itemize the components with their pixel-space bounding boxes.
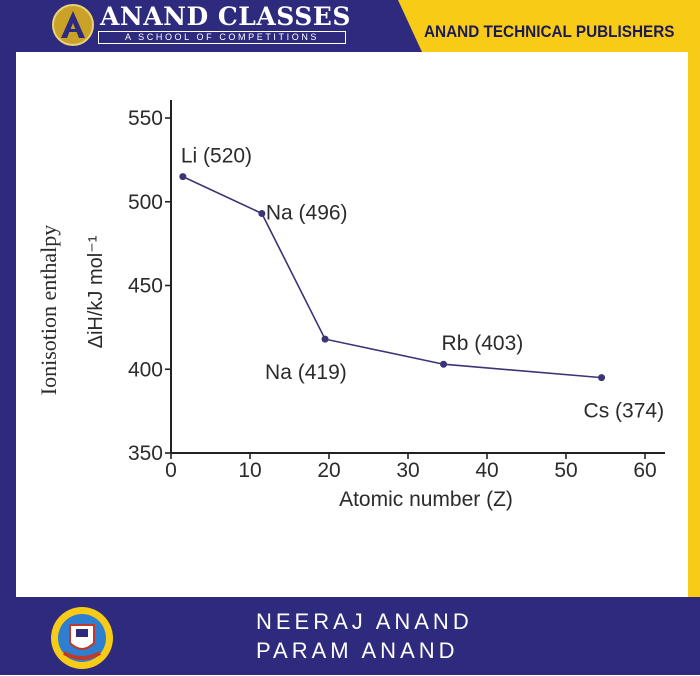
- x-tick-label: 20: [317, 459, 340, 482]
- data-point: [258, 209, 266, 217]
- right-border: [688, 44, 700, 604]
- data-point: [179, 173, 187, 181]
- x-tick-label: 40: [475, 459, 498, 482]
- author-name-2: PARAM ANAND: [256, 638, 459, 663]
- chart-axes: [170, 100, 665, 454]
- data-point: [598, 374, 606, 382]
- chart-point-labels: Li (520) Na (496) Na (419) Rb (403) Cs (374): [181, 145, 664, 423]
- y-tick-label: 350: [128, 442, 163, 465]
- y-tick-label: 550: [128, 107, 163, 130]
- data-label: Na (419): [265, 361, 347, 384]
- x-tick-label: 60: [633, 459, 656, 482]
- x-tick-label: 30: [396, 459, 419, 482]
- brand-logo-icon: [52, 4, 94, 46]
- footer-bar: [0, 597, 700, 675]
- y-axis-unit-label: ΔiH/kJ mol⁻¹: [85, 235, 107, 348]
- x-tick-label: 10: [238, 459, 261, 482]
- chart-ticks: 350 400 450 500 550 0 10 20 30 40 50 60: [128, 107, 657, 482]
- data-point: [440, 360, 448, 368]
- series-line: [182, 175, 602, 379]
- y-tick-label: 500: [128, 191, 163, 214]
- y-axis-label: Ionisotion enthalpy: [36, 225, 61, 395]
- data-label: Na (496): [266, 201, 348, 224]
- author-name-1: NEERAJ ANAND: [256, 609, 473, 634]
- brand-title: ANAND CLASSES: [100, 2, 351, 31]
- data-point: [321, 335, 329, 343]
- x-axis-label: Atomic number (Z): [339, 488, 513, 511]
- brand-tagline: A SCHOOL OF COMPETITIONS: [98, 31, 346, 44]
- publisher-name: ANAND TECHNICAL PUBLISHERS: [424, 22, 675, 41]
- data-label: Rb (403): [442, 332, 524, 355]
- footer-emblem-icon: [42, 605, 122, 671]
- header-publisher-band: [398, 0, 700, 52]
- x-tick-label: 50: [554, 459, 577, 482]
- left-border: [0, 0, 16, 675]
- data-label: Li (520): [181, 145, 252, 168]
- chart-series: [179, 173, 606, 382]
- y-tick-label: 450: [128, 275, 163, 298]
- data-label: Cs (374): [584, 400, 665, 423]
- x-tick-label: 0: [165, 459, 177, 482]
- y-tick-label: 400: [128, 358, 163, 381]
